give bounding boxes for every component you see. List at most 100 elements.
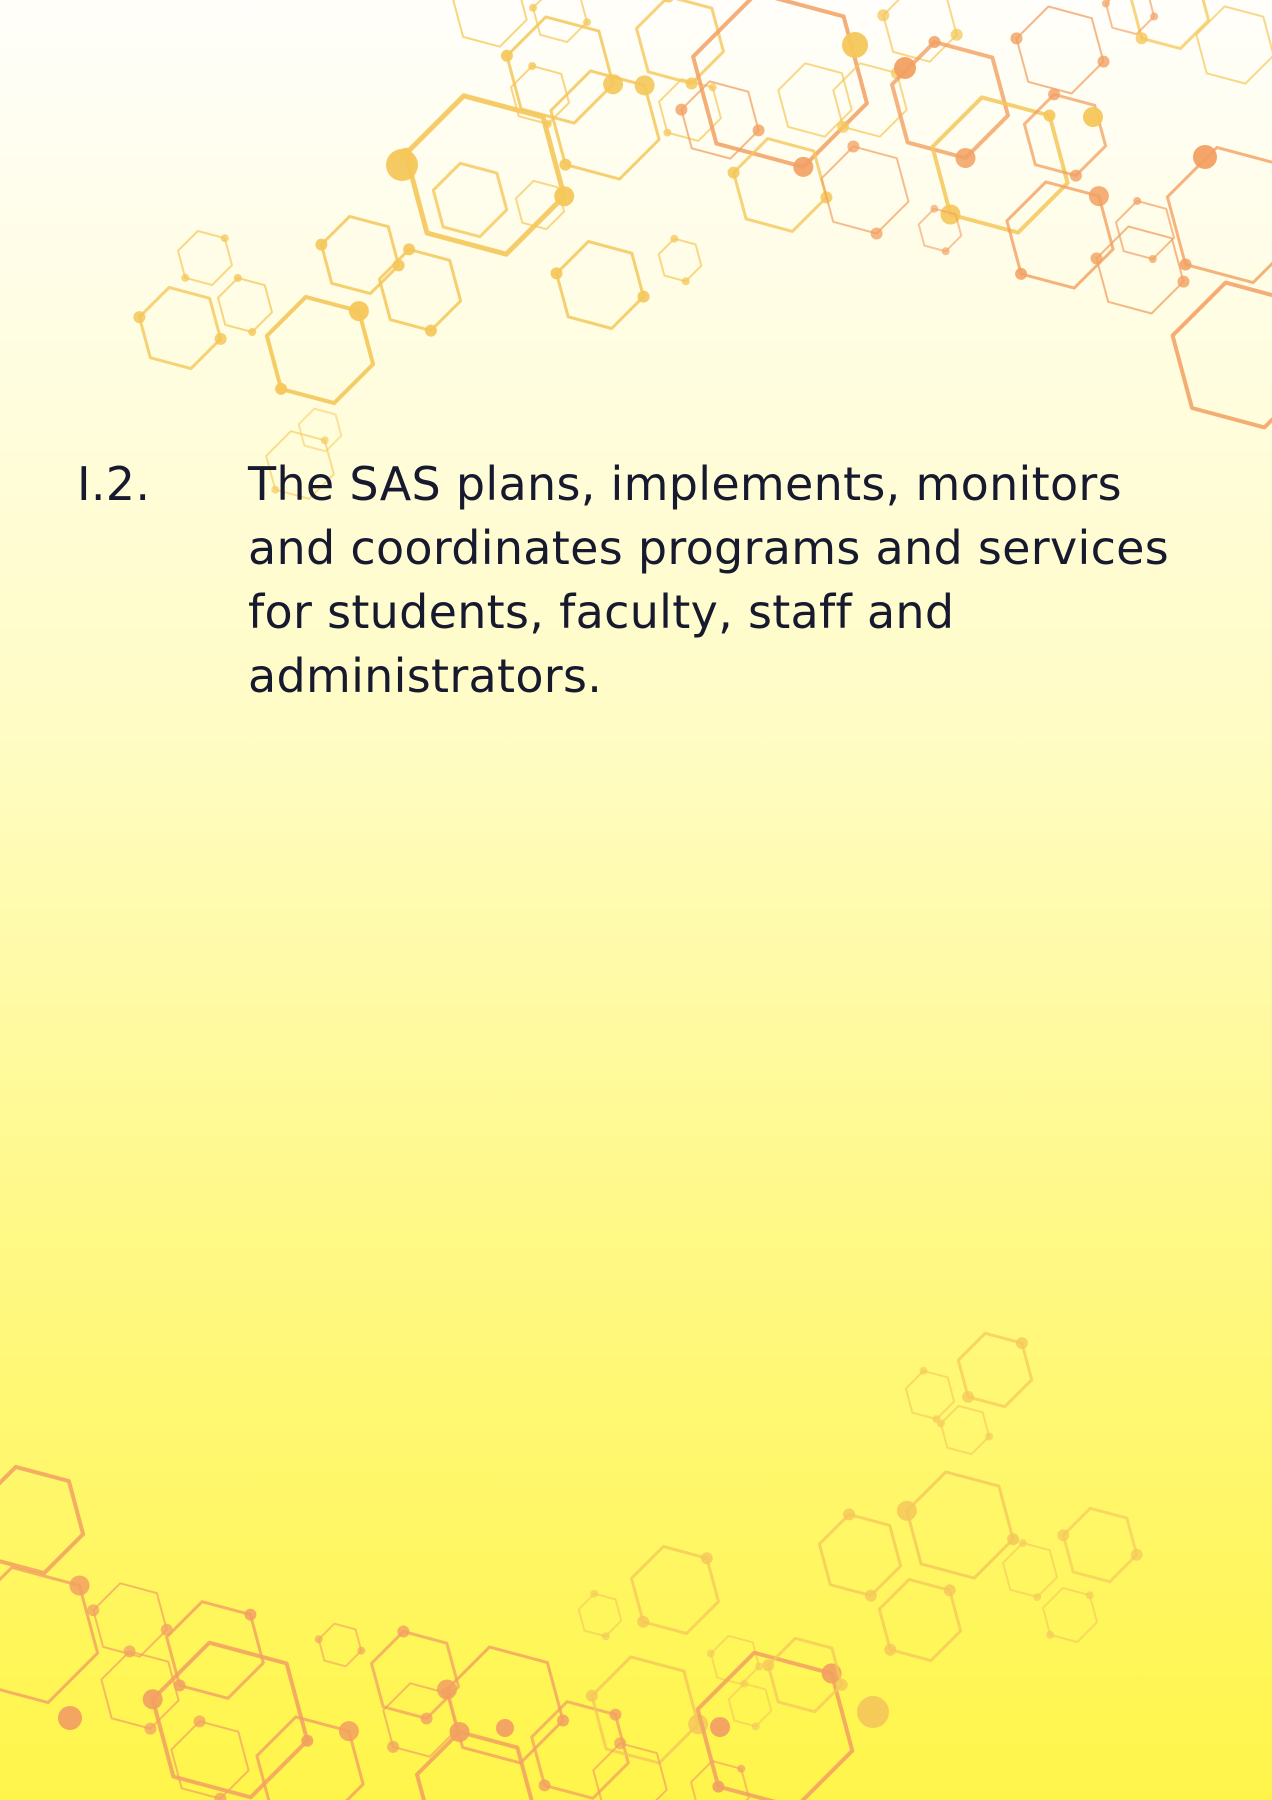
hexagon-shape — [635, 0, 725, 85]
hexagon-node-dot — [614, 1737, 627, 1750]
hexagon-node-dot — [437, 1679, 457, 1700]
hexagon-node-dot — [675, 103, 688, 116]
hexagon-node-dot — [601, 1632, 610, 1641]
hexagon-node-dot — [123, 1645, 136, 1658]
hexagon-node-dot — [870, 227, 883, 240]
hexagon-node-dot — [160, 1623, 173, 1636]
accent-dot — [386, 149, 418, 181]
hexagon-node-dot — [1010, 32, 1023, 45]
hexagon-node-dot — [315, 238, 328, 251]
hexagon-shape — [820, 145, 910, 235]
hexagon-node-dot — [670, 234, 679, 243]
hexagon-shape — [1061, 1506, 1139, 1584]
hexagon-node-dot — [220, 234, 229, 243]
hexagon-shape — [732, 137, 828, 233]
hexagon-node-dot — [1043, 109, 1056, 122]
hexagon-node-dot — [1088, 186, 1109, 207]
hexagon-node-dot — [1148, 255, 1157, 263]
hexagon-shape — [930, 95, 1070, 235]
hexagon-node-dot — [233, 274, 242, 282]
hexagon-shape — [905, 1470, 1015, 1580]
hexagon-node-dot — [590, 1589, 599, 1598]
hexagon-shape — [445, 1645, 565, 1765]
hexagon-node-dot — [214, 332, 227, 345]
hexagon-node-dot — [896, 1500, 917, 1521]
hexagon-node-dot — [1101, 0, 1110, 8]
hexagon-node-dot — [357, 1646, 366, 1655]
hexagon-shape — [577, 1592, 623, 1638]
hexagon-shape — [514, 179, 566, 231]
hexagon-node-dot — [737, 1764, 746, 1773]
hexagon-shape — [1170, 280, 1272, 430]
section-number: I.2. — [77, 457, 151, 511]
hexagon-node-dot — [1133, 197, 1142, 205]
hexagon-node-dot — [1090, 252, 1103, 265]
hexagon-node-dot — [962, 1390, 975, 1403]
section-text: The SAS plans, implements, monitors and … — [248, 457, 1170, 703]
hexagon-node-dot — [1018, 1539, 1027, 1547]
hexagon-node-dot — [1057, 1529, 1070, 1542]
hexagon-node-dot — [928, 36, 941, 48]
hexagon-node-dot — [727, 166, 740, 179]
hexagon-node-dot — [440, 1687, 453, 1700]
hexagon-shape — [532, 0, 588, 43]
hexagon-node-dot — [557, 1714, 569, 1727]
hexagon-node-dot — [348, 301, 369, 322]
hexagon-node-dot — [1085, 1591, 1094, 1600]
hexagon-shape — [657, 237, 703, 283]
hexagon-node-dot — [820, 191, 833, 204]
hexagon-shape — [177, 230, 233, 286]
hexagon-shape — [592, 1742, 668, 1800]
hexagon-shape — [1002, 1542, 1058, 1598]
hexagon-shape — [882, 0, 958, 63]
hexagon-shape — [1115, 200, 1175, 260]
hexagon-node-dot — [420, 1712, 433, 1725]
hexagon-node-dot — [663, 128, 672, 137]
hexagon-node-dot — [214, 1792, 227, 1800]
hexagon-shape — [530, 1700, 630, 1800]
hexagon-node-dot — [1015, 267, 1028, 280]
accent-dot — [857, 1696, 889, 1728]
hexagon-node-dot — [550, 267, 563, 280]
hexagon-node-dot — [837, 120, 850, 133]
hexagon-shape — [727, 1682, 773, 1728]
hexagon-shape — [777, 62, 853, 138]
hexagon-shape — [1042, 1587, 1098, 1643]
hexagon-shape — [415, 1730, 534, 1800]
hexagon-node-dot — [712, 1780, 725, 1793]
hexagon-node-dot — [301, 1734, 314, 1747]
hexagon-node-dot — [821, 1663, 842, 1684]
hexagon-shape — [165, 1600, 265, 1700]
hexagon-node-dot — [1048, 88, 1061, 101]
accent-dot — [842, 32, 868, 58]
hexagon-node-dot — [708, 83, 717, 92]
hexagon-shape — [890, 40, 1010, 160]
hexagon-node-dot — [941, 247, 950, 256]
hexagon-shape — [510, 65, 570, 125]
hexagon-node-dot — [700, 1552, 713, 1565]
hexagon-shape — [1104, 0, 1156, 36]
hexagon-node-dot — [1150, 12, 1159, 21]
hexagon-shape — [709, 1634, 761, 1686]
hexagon-shape — [1015, 5, 1105, 95]
hexagon-node-dot — [69, 1575, 90, 1596]
hexagon-node-dot — [985, 1432, 994, 1441]
hexagon-shape — [170, 1720, 250, 1800]
hexagon-shape — [297, 407, 343, 453]
hexagon-node-dot — [890, 67, 903, 80]
hexagon-node-dot — [248, 328, 257, 336]
hexagon-node-dot — [1033, 1593, 1042, 1601]
hexagon-node-dot — [752, 124, 765, 137]
hexagon-node-dot — [877, 9, 890, 22]
hexagon-node-dot — [133, 311, 146, 324]
hexagon-node-dot — [554, 186, 575, 207]
hexagon-node-dot — [751, 1722, 760, 1731]
hexagon-node-dot — [685, 77, 698, 90]
hexagon-shape — [319, 214, 401, 296]
hexagon-node-dot — [244, 1608, 257, 1621]
hexagon-node-dot — [1130, 1548, 1143, 1561]
hexagon-shape — [555, 240, 645, 330]
hexagon-shape — [370, 1630, 460, 1720]
hexagon-shape — [1129, 0, 1211, 51]
hexagon-node-dot — [181, 273, 190, 282]
